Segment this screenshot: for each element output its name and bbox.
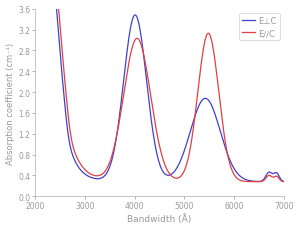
Legend: E⊥C, E∕∕C: E⊥C, E∕∕C — [239, 14, 280, 41]
E∕∕C — [250, 180, 254, 183]
E⊥C — [282, 180, 286, 183]
E∕∕C — [255, 180, 258, 183]
Y-axis label: Absorption coefficient (cm⁻¹): Absorption coefficient (cm⁻¹) — [6, 42, 15, 164]
Line: E⊥C: E⊥C — [35, 0, 284, 182]
E⊥C — [140, 37, 143, 40]
E∕∕C — [129, 54, 132, 57]
X-axis label: Bandwidth (Å): Bandwidth (Å) — [128, 213, 192, 223]
E⊥C — [250, 180, 254, 183]
E∕∕C — [278, 177, 281, 180]
E⊥C — [61, 89, 65, 92]
Line: E∕∕C: E∕∕C — [35, 0, 284, 182]
E∕∕C — [76, 159, 80, 162]
E∕∕C — [282, 180, 286, 183]
E⊥C — [278, 175, 281, 178]
E∕∕C — [61, 64, 65, 67]
E⊥C — [76, 166, 80, 168]
E⊥C — [129, 27, 132, 30]
E∕∕C — [140, 45, 143, 47]
E⊥C — [256, 180, 260, 183]
